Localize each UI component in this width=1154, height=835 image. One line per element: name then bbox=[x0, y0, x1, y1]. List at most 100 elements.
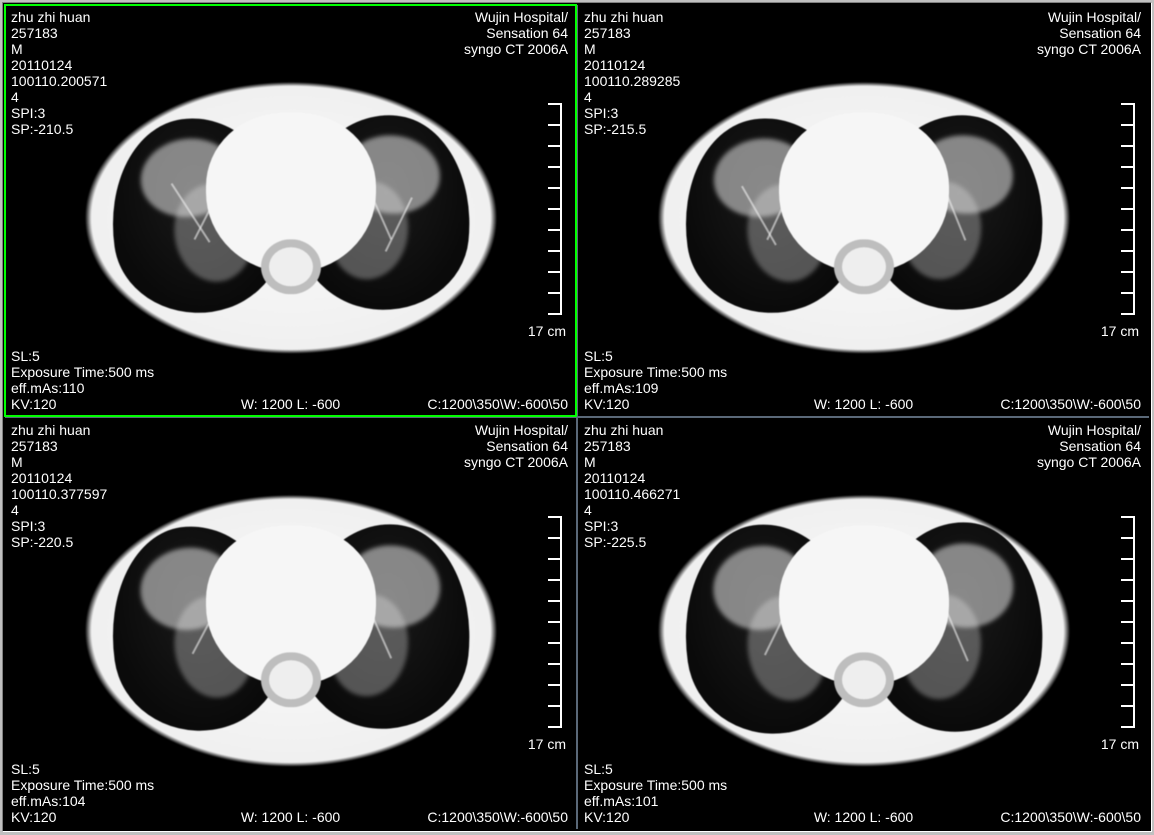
study-date: 20110124 bbox=[11, 57, 107, 73]
spi: SPI:3 bbox=[584, 518, 680, 534]
patient-name: zhu zhi huan bbox=[584, 422, 680, 438]
hospital: Wujin Hospital/ bbox=[1037, 9, 1141, 25]
ct-slice-image bbox=[41, 460, 541, 800]
patient-name: zhu zhi huan bbox=[11, 422, 107, 438]
patient-name: zhu zhi huan bbox=[584, 9, 680, 25]
slice-position: SP:-215.5 bbox=[584, 121, 680, 137]
scanner: Sensation 64 bbox=[1037, 438, 1141, 454]
window-level: W: 1200 L: -600 bbox=[241, 809, 340, 825]
exposure-time: Exposure Time:500 ms bbox=[11, 364, 154, 380]
exposure-time: Exposure Time:500 ms bbox=[584, 777, 727, 793]
kv: KV:120 bbox=[11, 396, 154, 412]
window-level: W: 1200 L: -600 bbox=[814, 809, 913, 825]
kv: KV:120 bbox=[11, 809, 154, 825]
scanner: Sensation 64 bbox=[464, 438, 568, 454]
kv: KV:120 bbox=[584, 809, 727, 825]
slice-thickness: SL:5 bbox=[584, 348, 727, 364]
exposure-time: Exposure Time:500 ms bbox=[584, 364, 727, 380]
overlay-top-right: Wujin Hospital/ Sensation 64 syngo CT 20… bbox=[1037, 422, 1141, 470]
ct-slice-image bbox=[614, 47, 1114, 387]
patient-sex: M bbox=[11, 41, 107, 57]
acq-time: 100110.289285 bbox=[584, 73, 680, 89]
window-full: C:1200\350\W:-600\50 bbox=[427, 809, 568, 825]
overlay-bottom-left: SL:5 Exposure Time:500 ms eff.mAs:110 KV… bbox=[11, 348, 154, 412]
overlay-top-right: Wujin Hospital/ Sensation 64 syngo CT 20… bbox=[1037, 9, 1141, 57]
overlay-top-right: Wujin Hospital/ Sensation 64 syngo CT 20… bbox=[464, 422, 568, 470]
window-level: W: 1200 L: -600 bbox=[241, 396, 340, 412]
software: syngo CT 2006A bbox=[1037, 454, 1141, 470]
ruler-label: 17 cm bbox=[528, 736, 566, 752]
exposure-time: Exposure Time:500 ms bbox=[11, 777, 154, 793]
overlay-bottom-right: C:1200\350\W:-600\50 bbox=[1000, 396, 1141, 412]
overlay-top-right: Wujin Hospital/ Sensation 64 syngo CT 20… bbox=[464, 9, 568, 57]
series-no: 4 bbox=[584, 502, 680, 518]
overlay-top-left: zhu zhi huan 257183 M 20110124 100110.28… bbox=[584, 9, 680, 137]
slice-thickness: SL:5 bbox=[11, 761, 154, 777]
scale-ruler bbox=[544, 103, 562, 313]
eff-mas: eff.mAs:104 bbox=[11, 793, 154, 809]
window-level: W: 1200 L: -600 bbox=[814, 396, 913, 412]
patient-name: zhu zhi huan bbox=[11, 9, 107, 25]
scale-ruler bbox=[1117, 103, 1135, 313]
spi: SPI:3 bbox=[11, 105, 107, 121]
ruler-label: 17 cm bbox=[1101, 736, 1139, 752]
study-date: 20110124 bbox=[11, 470, 107, 486]
spi: SPI:3 bbox=[11, 518, 107, 534]
software: syngo CT 2006A bbox=[1037, 41, 1141, 57]
image-panel-3[interactable]: zhu zhi huan 257183 M 20110124 100110.46… bbox=[578, 418, 1149, 829]
dicom-viewer: zhu zhi huan 257183 M 20110124 100110.20… bbox=[2, 2, 1152, 832]
slice-position: SP:-225.5 bbox=[584, 534, 680, 550]
series-no: 4 bbox=[11, 502, 107, 518]
acq-time: 100110.200571 bbox=[11, 73, 107, 89]
slice-thickness: SL:5 bbox=[584, 761, 727, 777]
scanner: Sensation 64 bbox=[1037, 25, 1141, 41]
hospital: Wujin Hospital/ bbox=[464, 9, 568, 25]
overlay-top-left: zhu zhi huan 257183 M 20110124 100110.20… bbox=[11, 9, 107, 137]
window-full: C:1200\350\W:-600\50 bbox=[427, 396, 568, 412]
image-grid: zhu zhi huan 257183 M 20110124 100110.20… bbox=[5, 5, 1149, 829]
overlay-top-left: zhu zhi huan 257183 M 20110124 100110.46… bbox=[584, 422, 680, 550]
scanner: Sensation 64 bbox=[464, 25, 568, 41]
ct-slice-image bbox=[614, 460, 1114, 800]
patient-sex: M bbox=[584, 454, 680, 470]
overlay-bottom-left: SL:5 Exposure Time:500 ms eff.mAs:101 KV… bbox=[584, 761, 727, 825]
overlay-top-left: zhu zhi huan 257183 M 20110124 100110.37… bbox=[11, 422, 107, 550]
hospital: Wujin Hospital/ bbox=[1037, 422, 1141, 438]
series-no: 4 bbox=[11, 89, 107, 105]
series-no: 4 bbox=[584, 89, 680, 105]
hospital: Wujin Hospital/ bbox=[464, 422, 568, 438]
window-full: C:1200\350\W:-600\50 bbox=[1000, 396, 1141, 412]
acq-time: 100110.377597 bbox=[11, 486, 107, 502]
patient-id: 257183 bbox=[584, 25, 680, 41]
overlay-bottom-right: C:1200\350\W:-600\50 bbox=[1000, 809, 1141, 825]
study-date: 20110124 bbox=[584, 57, 680, 73]
slice-thickness: SL:5 bbox=[11, 348, 154, 364]
ct-slice-image bbox=[41, 47, 541, 387]
kv: KV:120 bbox=[584, 396, 727, 412]
ruler-label: 17 cm bbox=[1101, 323, 1139, 339]
slice-position: SP:-220.5 bbox=[11, 534, 107, 550]
image-panel-1[interactable]: zhu zhi huan 257183 M 20110124 100110.28… bbox=[578, 5, 1149, 416]
overlay-bottom-right: C:1200\350\W:-600\50 bbox=[427, 809, 568, 825]
ruler-label: 17 cm bbox=[528, 323, 566, 339]
patient-id: 257183 bbox=[584, 438, 680, 454]
slice-position: SP:-210.5 bbox=[11, 121, 107, 137]
eff-mas: eff.mAs:101 bbox=[584, 793, 727, 809]
overlay-bottom-left: SL:5 Exposure Time:500 ms eff.mAs:104 KV… bbox=[11, 761, 154, 825]
image-panel-0[interactable]: zhu zhi huan 257183 M 20110124 100110.20… bbox=[5, 5, 576, 416]
software: syngo CT 2006A bbox=[464, 454, 568, 470]
patient-id: 257183 bbox=[11, 438, 107, 454]
eff-mas: eff.mAs:109 bbox=[584, 380, 727, 396]
spi: SPI:3 bbox=[584, 105, 680, 121]
scale-ruler bbox=[1117, 516, 1135, 726]
acq-time: 100110.466271 bbox=[584, 486, 680, 502]
patient-sex: M bbox=[11, 454, 107, 470]
window-full: C:1200\350\W:-600\50 bbox=[1000, 809, 1141, 825]
study-date: 20110124 bbox=[584, 470, 680, 486]
image-panel-2[interactable]: zhu zhi huan 257183 M 20110124 100110.37… bbox=[5, 418, 576, 829]
patient-id: 257183 bbox=[11, 25, 107, 41]
overlay-bottom-left: SL:5 Exposure Time:500 ms eff.mAs:109 KV… bbox=[584, 348, 727, 412]
patient-sex: M bbox=[584, 41, 680, 57]
eff-mas: eff.mAs:110 bbox=[11, 380, 154, 396]
overlay-bottom-right: C:1200\350\W:-600\50 bbox=[427, 396, 568, 412]
